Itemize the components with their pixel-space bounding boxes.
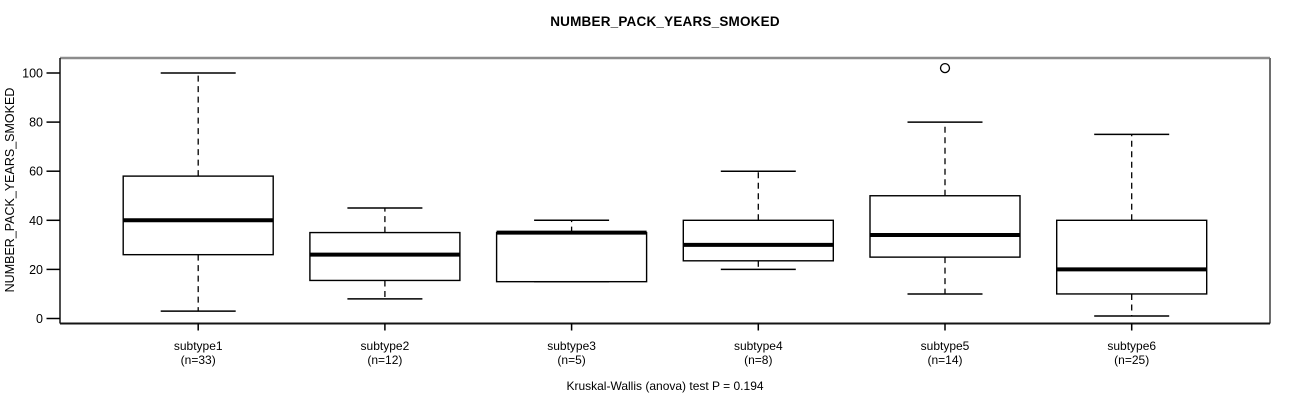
y-axis-label: NUMBER_PACK_YEARS_SMOKED <box>3 88 17 293</box>
iqr-box <box>1055 219 1208 295</box>
boxplot-group-subtype3: subtype3(n=5) <box>495 219 648 367</box>
group-count-label: (n=25) <box>1114 353 1149 367</box>
y-tick-label: 40 <box>29 214 43 228</box>
outlier-point <box>939 62 951 74</box>
y-tick-label: 20 <box>29 263 43 277</box>
chart-title: NUMBER_PACK_YEARS_SMOKED <box>550 14 780 29</box>
boxplot-group-subtype6: subtype6(n=25) <box>1055 133 1208 367</box>
iqr-box <box>869 195 1021 258</box>
y-tick-label: 0 <box>36 312 43 326</box>
boxplot-group-subtype4: subtype4(n=8) <box>682 170 834 367</box>
group-label: subtype6 <box>1107 339 1156 353</box>
group-count-label: (n=5) <box>557 353 585 367</box>
group-count-label: (n=12) <box>367 353 402 367</box>
iqr-box <box>122 175 274 256</box>
y-tick-label: 80 <box>29 116 43 130</box>
group-count-label: (n=14) <box>927 353 962 367</box>
group-label: subtype1 <box>174 339 223 353</box>
y-tick-label: 60 <box>29 165 43 179</box>
stat-test-footnote: Kruskal-Wallis (anova) test P = 0.194 <box>566 379 764 393</box>
group-label: subtype2 <box>361 339 410 353</box>
group-label: subtype3 <box>547 339 596 353</box>
boxplot-group-subtype1: subtype1(n=33) <box>122 72 274 367</box>
group-count-label: (n=33) <box>181 353 216 367</box>
y-tick-label: 100 <box>22 67 43 81</box>
boxplot-group-subtype5: subtype5(n=14) <box>869 62 1021 367</box>
group-label: subtype5 <box>921 339 970 353</box>
iqr-box <box>682 219 834 262</box>
boxplot-group-subtype2: subtype2(n=12) <box>309 207 461 367</box>
group-count-label: (n=8) <box>744 353 772 367</box>
iqr-box <box>495 231 648 283</box>
group-label: subtype4 <box>734 339 783 353</box>
